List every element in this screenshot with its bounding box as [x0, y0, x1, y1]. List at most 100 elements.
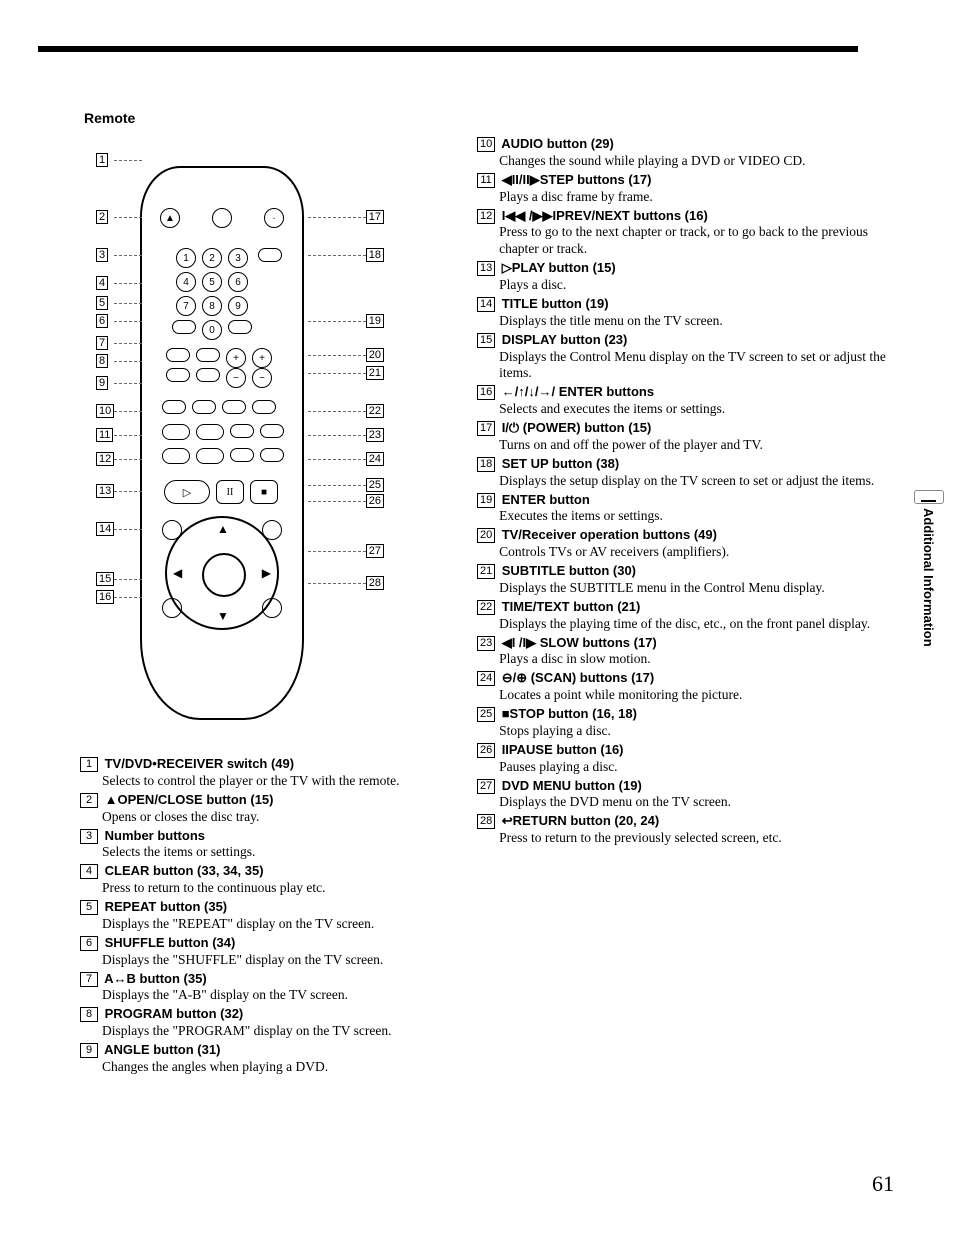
desc-item: 14 TITLE button (19)Displays the title m…: [477, 296, 894, 330]
callout-26: 26: [366, 494, 384, 508]
left-description-list: 1 TV/DVD•RECEIVER switch (49)Selects to …: [80, 756, 477, 1076]
clear-pill: [172, 320, 196, 334]
leader-line: [114, 491, 142, 493]
desc-item: 18 SET UP button (38)Displays the setup …: [477, 456, 894, 490]
item-number: 3: [80, 829, 98, 844]
manual-page: Remote ▲ · 1 2 3: [0, 0, 954, 1233]
item-number: 9: [80, 1043, 98, 1058]
leader-line: [308, 435, 366, 437]
pill: [230, 448, 254, 462]
item-body: Plays a disc in slow motion.: [499, 651, 894, 668]
leader-line: [114, 383, 142, 385]
num-1: 1: [176, 248, 196, 268]
leader-line: [114, 411, 142, 413]
item-body: Displays the setup display on the TV scr…: [499, 473, 894, 490]
num-8: 8: [202, 296, 222, 316]
item-number: 4: [80, 864, 98, 879]
num-6: 6: [228, 272, 248, 292]
item-number: 24: [477, 671, 495, 686]
pill: [196, 348, 220, 362]
leader-line: [114, 343, 142, 345]
desc-item: 11 ◀II/II▶STEP buttons (17)Plays a disc …: [477, 172, 894, 206]
item-title: REPEAT button (35): [101, 899, 227, 914]
desc-item: 19 ENTER buttonExecutes the items or set…: [477, 492, 894, 526]
num-7: 7: [176, 296, 196, 316]
item-title: SUBTITLE button (30): [498, 563, 636, 578]
leader-line: [308, 411, 366, 413]
item-number: 27: [477, 779, 495, 794]
item-title: A↔B button (35): [101, 971, 207, 986]
item-title: IIPAUSE button (16): [498, 742, 623, 757]
item-title: ↩RETURN button (20, 24): [498, 813, 659, 828]
desc-item: 5 REPEAT button (35)Displays the "REPEAT…: [80, 899, 477, 933]
leader-line: [308, 485, 366, 487]
leader-line: [114, 303, 142, 305]
callout-24: 24: [366, 452, 384, 466]
desc-item: 20 TV/Receiver operation buttons (49)Con…: [477, 527, 894, 561]
desc-item: 6 SHUFFLE button (34)Displays the "SHUFF…: [80, 935, 477, 969]
pill: [166, 348, 190, 362]
desc-item: 23 ◀I /I▶ SLOW buttons (17)Plays a disc …: [477, 635, 894, 669]
desc-item: 27 DVD MENU button (19)Displays the DVD …: [477, 778, 894, 812]
num-9: 9: [228, 296, 248, 316]
callout-16: 16: [96, 590, 114, 604]
item-title: SET UP button (38): [498, 456, 619, 471]
pill: [162, 400, 186, 414]
item-number: 14: [477, 297, 495, 312]
stop-icon: ■: [250, 480, 278, 504]
item-title: AUDIO button (29): [498, 136, 614, 151]
item-number: 8: [80, 1007, 98, 1022]
callout-27: 27: [366, 544, 384, 558]
leader-line: [308, 255, 366, 257]
tv-icon: [212, 208, 232, 228]
callout-18: 18: [366, 248, 384, 262]
arrow-left-icon: ◀: [173, 566, 182, 581]
item-body: Plays a disc frame by frame.: [499, 189, 894, 206]
item-body: Displays the "REPEAT" display on the TV …: [102, 916, 477, 933]
enter-center: [202, 553, 246, 597]
leader-line: [308, 217, 366, 219]
leader-line: [308, 373, 366, 375]
item-body: Displays the "A-B" display on the TV scr…: [102, 987, 477, 1004]
desc-item: 12 I◀◀ /▶▶IPREV/NEXT buttons (16)Press t…: [477, 208, 894, 259]
item-title: ENTER button: [498, 492, 590, 507]
item-number: 7: [80, 972, 98, 987]
num-0: 0: [202, 320, 222, 340]
pill: [260, 424, 284, 438]
power-icon: ·: [264, 208, 284, 228]
item-title: ←/↑/↓/→/ ENTER buttons: [498, 384, 654, 399]
arrow-up-icon: ▲: [217, 522, 229, 537]
num-4: 4: [176, 272, 196, 292]
arrow-right-icon: ▶: [262, 566, 271, 581]
callout-2: 2: [96, 210, 108, 224]
pill: [192, 400, 216, 414]
item-title: TV/Receiver operation buttons (49): [498, 527, 717, 542]
item-title: TV/DVD•RECEIVER switch (49): [101, 756, 294, 771]
desc-item: 9 ANGLE button (31)Changes the angles wh…: [80, 1042, 477, 1076]
desc-item: 13 ▷PLAY button (15)Plays a disc.: [477, 260, 894, 294]
item-title: I◀◀ /▶▶IPREV/NEXT buttons (16): [498, 208, 708, 223]
enter-pill: [228, 320, 252, 334]
callout-6: 6: [96, 314, 108, 328]
item-title: Number buttons: [101, 828, 205, 843]
item-title: ▷PLAY button (15): [498, 260, 616, 275]
item-body: Displays the title menu on the TV screen…: [499, 313, 894, 330]
item-number: 6: [80, 936, 98, 951]
pill: [260, 448, 284, 462]
item-body: Executes the items or settings.: [499, 508, 894, 525]
content-columns: ▲ · 1 2 3 4 5 6: [80, 136, 894, 1078]
callout-11: 11: [96, 428, 113, 442]
item-number: 15: [477, 333, 495, 348]
pause-icon: II: [216, 480, 244, 504]
item-body: Displays the "PROGRAM" display on the TV…: [102, 1023, 477, 1040]
arrow-down-icon: ▼: [217, 609, 229, 624]
item-number: 2: [80, 793, 98, 808]
item-number: 21: [477, 564, 495, 579]
callout-5: 5: [96, 296, 108, 310]
item-title: PROGRAM button (32): [101, 1006, 243, 1021]
item-number: 13: [477, 261, 495, 276]
item-title: CLEAR button (33, 34, 35): [101, 863, 264, 878]
item-title: ⊖/⊕ (SCAN) buttons (17): [498, 670, 654, 685]
minus-icon: −: [226, 368, 246, 388]
callout-14: 14: [96, 522, 114, 536]
